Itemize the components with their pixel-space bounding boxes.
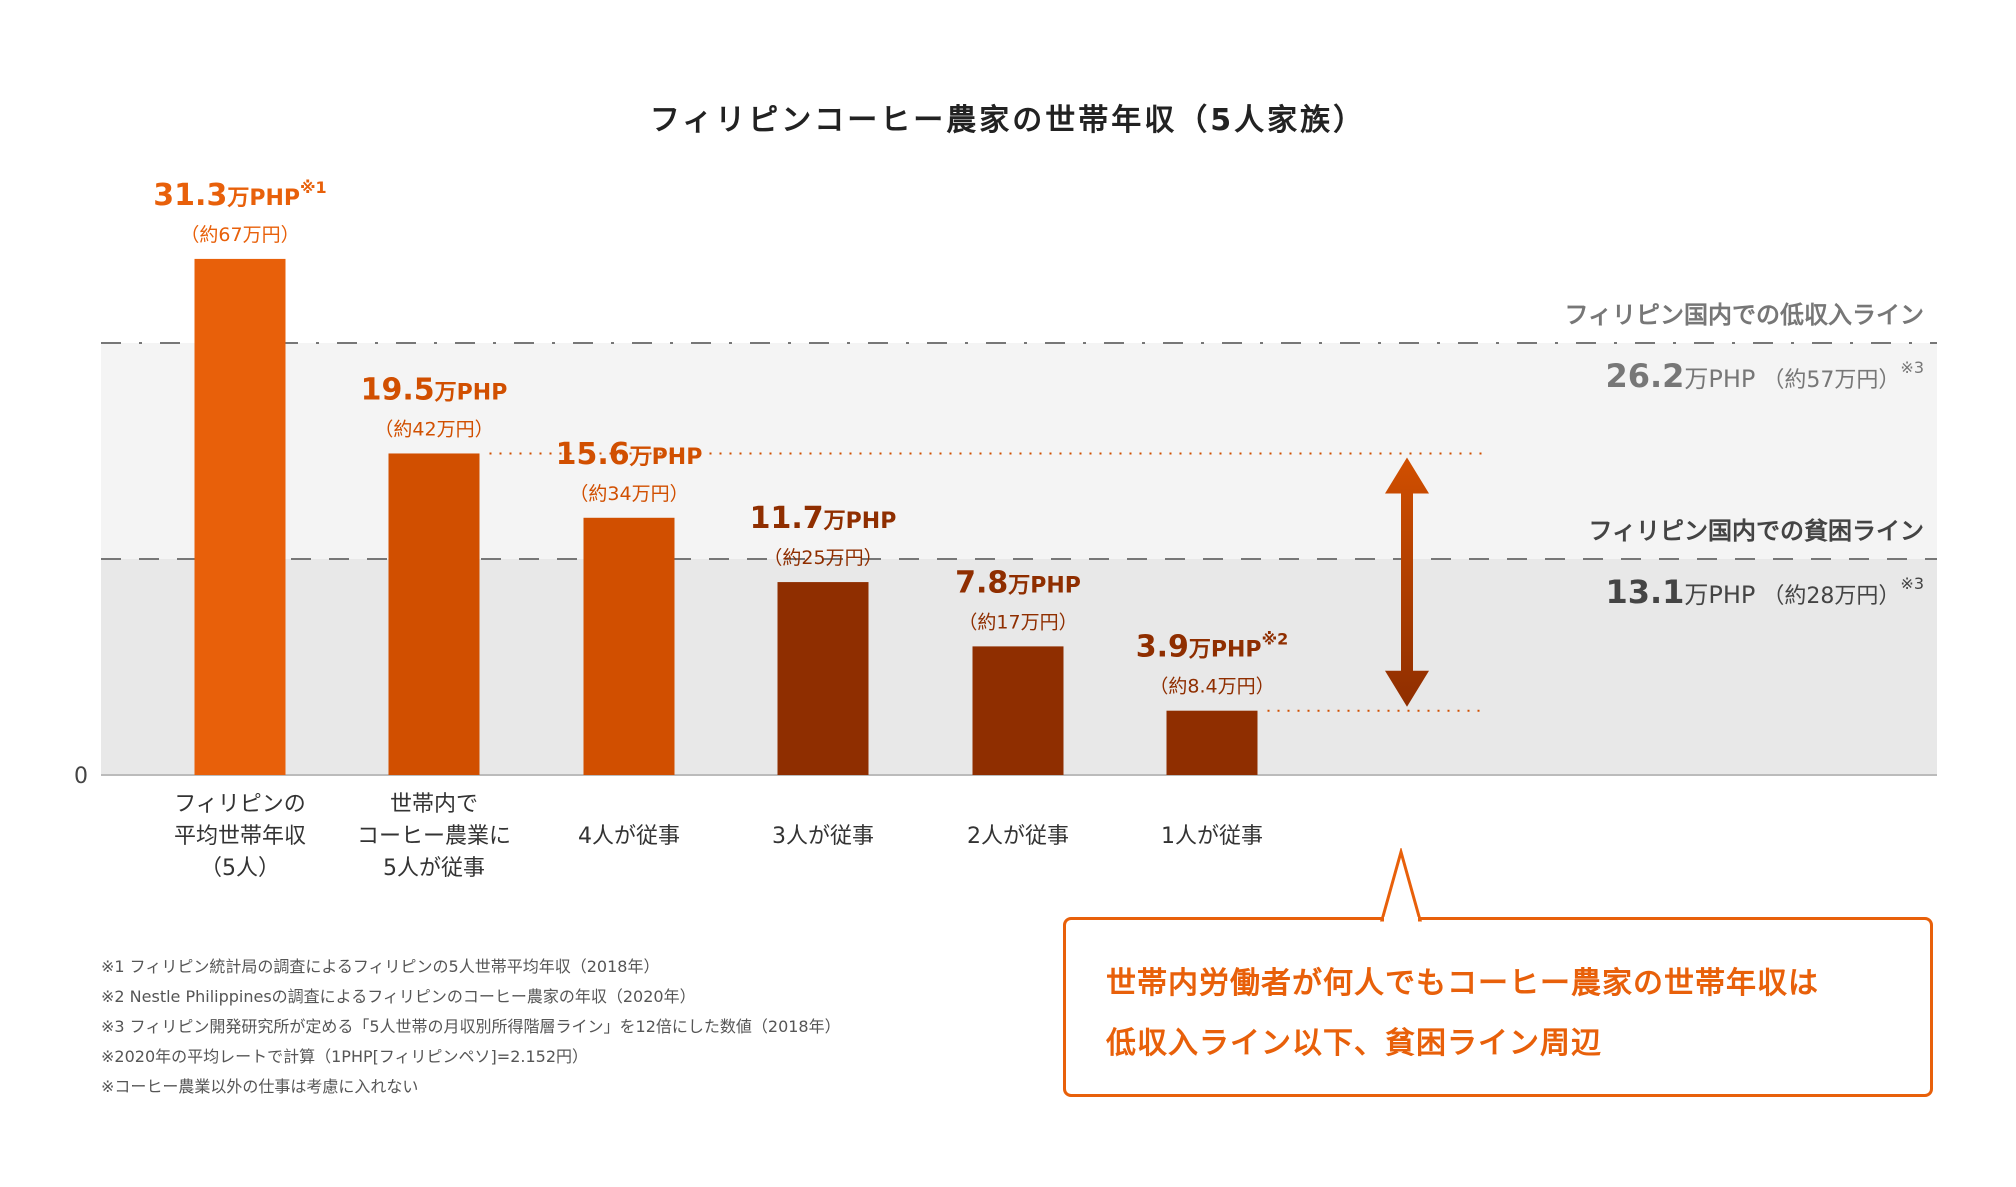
callout-line-1: 世帯内労働者が何人でもコーヒー農家の世帯年収は (1106, 966, 1819, 1001)
bar (777, 582, 869, 775)
reference-line-label: フィリピン国内での低収入ライン (1564, 301, 1924, 329)
footnote-5: ※コーヒー農業以外の仕事は考慮に入れない (101, 1077, 419, 1096)
reference-line-label: フィリピン国内での貧困ライン (1588, 517, 1924, 545)
bar (1166, 710, 1258, 775)
chart-title: フィリピンコーヒー農家の世帯年収（5人家族） (650, 103, 1366, 138)
footnotes: ※1 フィリピン統計局の調査によるフィリピンの5人世帯平均年収（2018年） ※… (101, 952, 841, 1102)
bar-yen-label: （約34万円） (569, 483, 688, 505)
x-tick-label: 平均世帯年収 (174, 824, 306, 849)
bar (972, 646, 1064, 775)
callout-box: 世帯内労働者が何人でもコーヒー農家の世帯年収は 低収入ライン以下、貧困ライン周辺 (1063, 917, 1933, 1097)
footnote-2: ※2 Nestle Philippinesの調査によるフィリピンのコーヒー農家の… (101, 987, 696, 1006)
x-tick-label: 5人が従事 (383, 856, 485, 881)
reference-line-value: 26.2万PHP （約57万円）※3 (1605, 357, 1924, 395)
callout-pointer (1380, 848, 1422, 922)
bar-yen-label: （約42万円） (374, 418, 493, 440)
bar-value-label: 15.6万PHP (556, 437, 703, 472)
footnote-3: ※3 フィリピン開発研究所が定める「5人世帯の月収別所得階層ライン」を12倍にし… (101, 1017, 841, 1036)
x-tick-label: フィリピンの (174, 792, 306, 817)
bar-value-label: 11.7万PHP (750, 501, 897, 536)
bar-yen-label: （約8.4万円） (1149, 676, 1274, 698)
callout-line-2: 低収入ライン以下、貧困ライン周辺 (1106, 1026, 1602, 1061)
bar-yen-label: （約67万円） (180, 224, 299, 246)
x-tick-label: 3人が従事 (772, 824, 874, 849)
x-tick-label: 世帯内で (390, 792, 478, 817)
y-tick-label: 0 (74, 764, 88, 789)
bar-value-label: 19.5万PHP (361, 372, 508, 407)
bar (583, 517, 675, 775)
x-tick-label: （5人） (200, 856, 280, 881)
footnote-1: ※1 フィリピン統計局の調査によるフィリピンの5人世帯平均年収（2018年） (101, 957, 660, 976)
bar (388, 453, 480, 775)
x-tick-label: 2人が従事 (967, 824, 1069, 849)
x-tick-label: 4人が従事 (578, 824, 680, 849)
double-arrow-icon (1385, 457, 1429, 707)
bar-yen-label: （約25万円） (763, 547, 882, 569)
reference-line-value: 13.1万PHP （約28万円）※3 (1605, 573, 1924, 611)
x-tick-label: コーヒー農業に (357, 824, 511, 849)
bar-value-label: 3.9万PHP※2 (1136, 630, 1289, 665)
x-tick-label: 1人が従事 (1161, 824, 1263, 849)
bar (194, 258, 286, 775)
bar-yen-label: （約17万円） (958, 611, 1077, 633)
footnote-4: ※2020年の平均レートで計算（1PHP[フィリピンペソ]=2.152円） (101, 1047, 589, 1066)
bar-value-label: 31.3万PHP※1 (153, 178, 326, 213)
bar-value-label: 7.8万PHP (955, 565, 1081, 600)
